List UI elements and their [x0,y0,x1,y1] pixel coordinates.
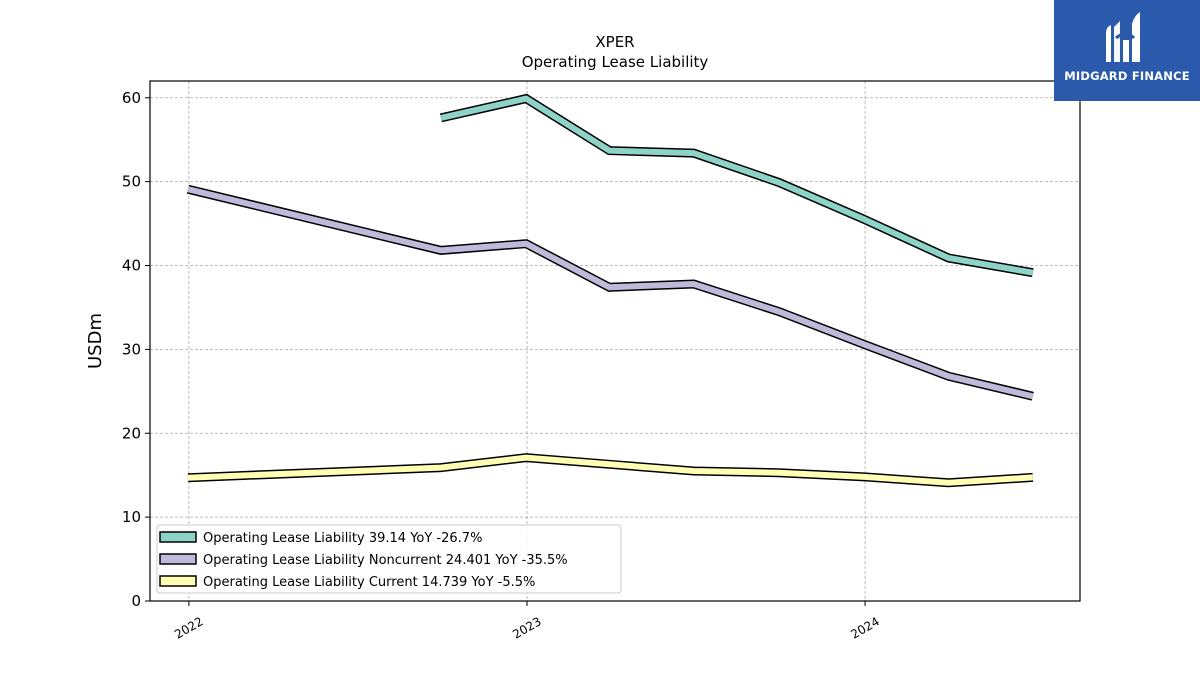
x-tick-label: 2023 [510,614,543,641]
y-tick-label: 30 [122,340,141,358]
y-tick-label: 20 [122,424,141,442]
y-tick-label: 60 [122,89,141,107]
midgard-finance-logo: MIDGARD FINANCE [1054,0,1200,101]
y-axis: 0 10 20 30 40 50 60 [122,89,150,610]
legend-entry-label: Operating Lease Liability 39.14 YoY -26.… [203,531,482,546]
x-tick-label: 2024 [848,614,881,641]
chart-title: XPER [595,33,634,51]
legend-box [156,524,622,594]
legend-swatch [159,575,197,587]
legend-entry-label: Operating Lease Liability Noncurrent 24.… [203,553,568,568]
legend: Operating Lease Liability 39.14 YoY -26.… [156,524,622,594]
series-line-1 [440,95,1034,276]
logo-text: MIDGARD FINANCE [1064,69,1190,83]
y-tick-label: 40 [122,257,141,275]
chart-subtitle: Operating Lease Liability [522,53,709,71]
legend-swatch [159,531,197,543]
legend-entry-label: Operating Lease Liability Current 14.739… [203,575,535,590]
x-axis: 2022 2023 2024 [172,601,882,642]
y-tick-label: 50 [122,173,141,191]
legend-swatch [159,553,197,565]
x-tick-label: 2022 [172,614,205,641]
series-line-3 [187,454,1033,486]
y-tick-label: 10 [122,508,141,526]
midgard-finance-logo-icon [1106,12,1140,62]
series-line-2 [187,186,1034,400]
series-lines [186,93,1034,488]
y-axis-label: USDm [85,313,106,369]
plot-frame [149,80,1081,602]
grid-lines [150,81,1080,602]
y-tick-label: 0 [131,592,141,610]
